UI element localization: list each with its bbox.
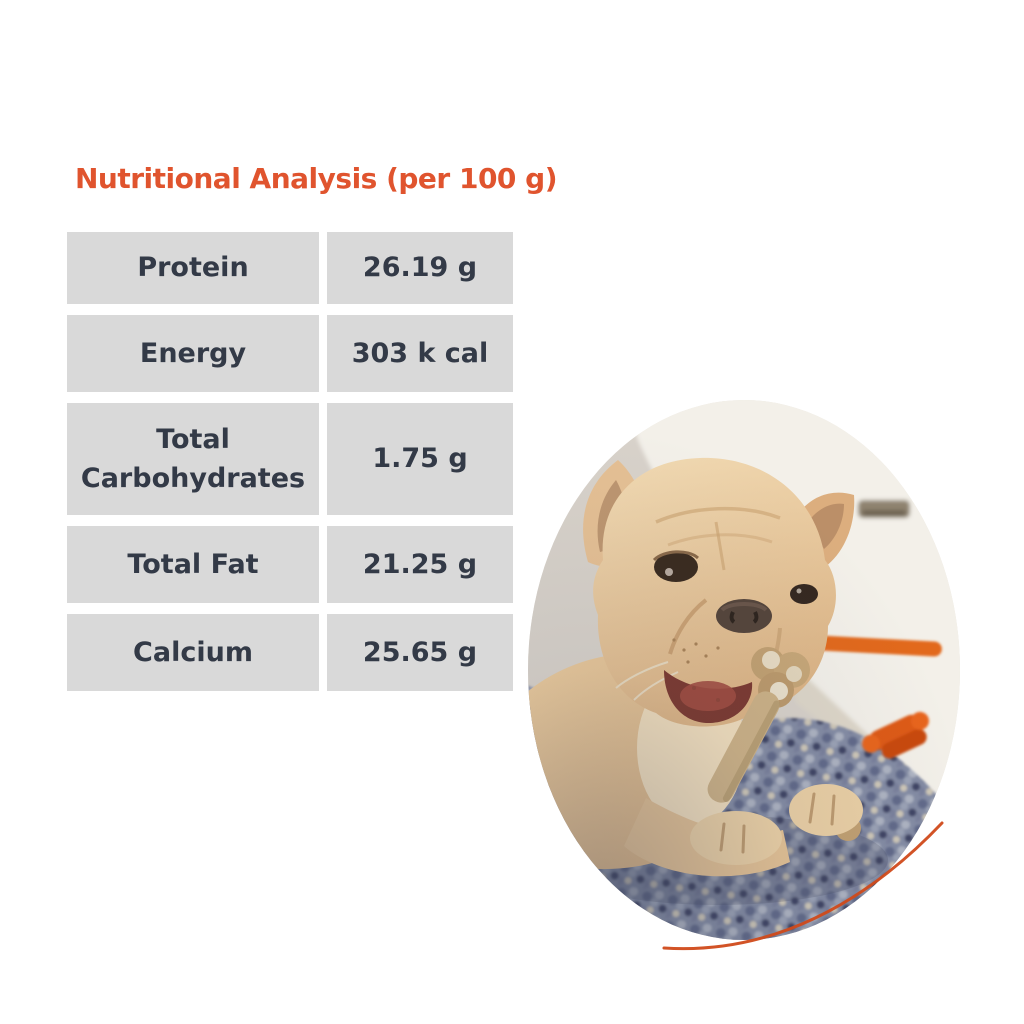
photo-vignette — [528, 400, 960, 940]
nutrition-value-cell: 1.75 g — [327, 403, 513, 515]
nutrition-label-cell: Total Carbohydrates — [67, 403, 319, 515]
nutrition-value-cell: 25.65 g — [327, 614, 513, 691]
nutrition-value-cell: 303 k cal — [327, 315, 513, 392]
nutrition-label-cell: Energy — [67, 315, 319, 392]
nutrition-label-cell: Total Fat — [67, 526, 319, 603]
nutrition-label-cell: Protein — [67, 232, 319, 304]
nutrition-value-cell: 21.25 g — [327, 526, 513, 603]
nutrition-table: Protein 26.19 g Energy 303 k cal Total C… — [67, 232, 513, 691]
nutrition-label-cell: Calcium — [67, 614, 319, 691]
nutrition-value-cell: 26.19 g — [327, 232, 513, 304]
dog-photo — [528, 400, 960, 940]
dog-photo-illustration — [528, 400, 960, 940]
page-title: Nutritional Analysis (per 100 g) — [75, 162, 558, 195]
